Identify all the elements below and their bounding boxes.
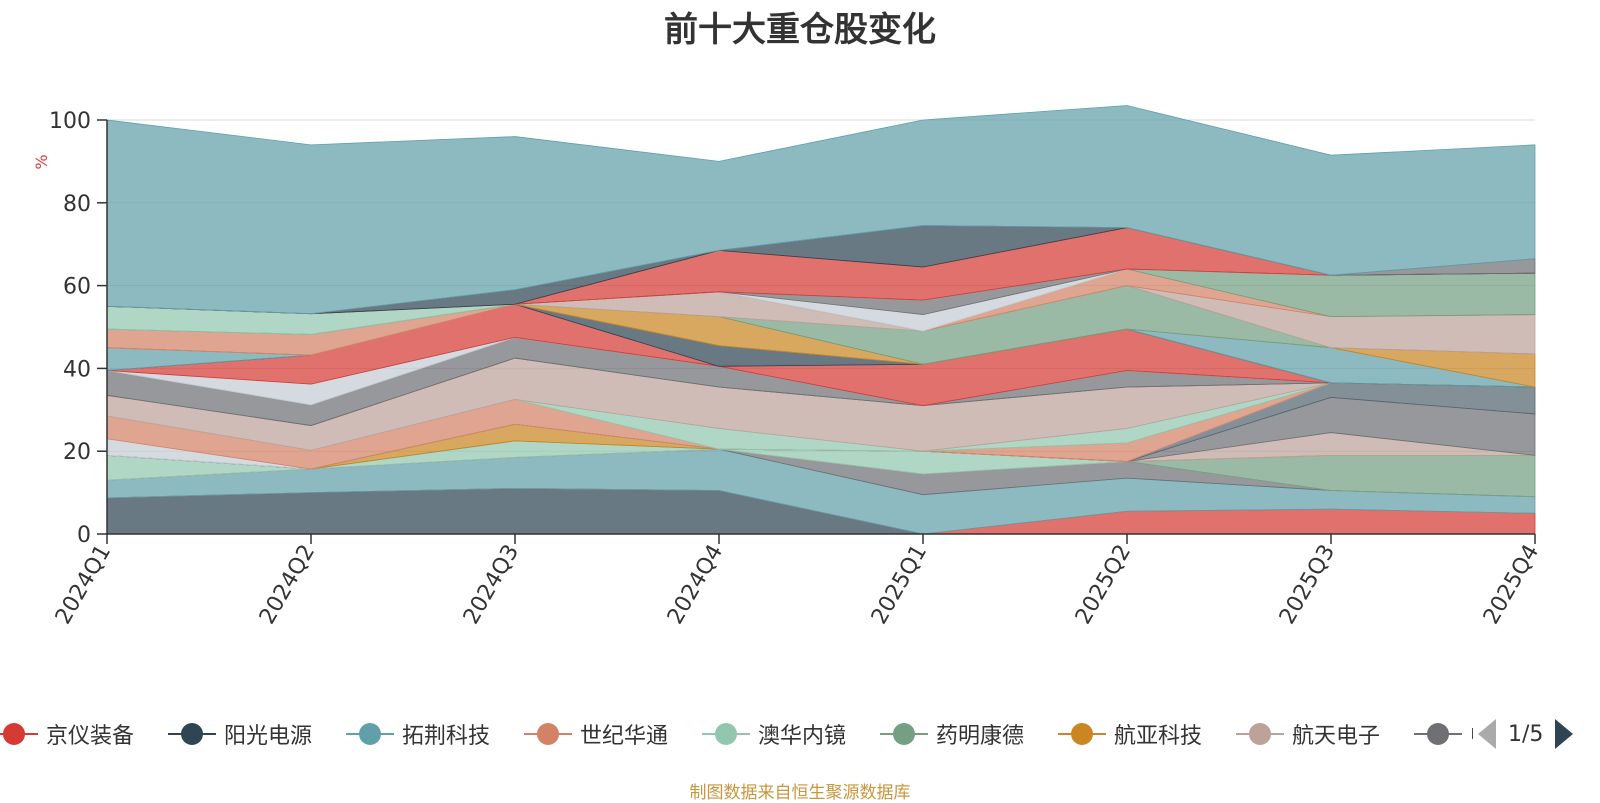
legend-marker-icon <box>880 722 928 746</box>
x-tick-label: 2024Q4 <box>663 541 728 629</box>
legend-next-page-icon[interactable] <box>1555 719 1574 749</box>
legend-marker-icon <box>1414 722 1462 746</box>
area-series-s33[interactable] <box>106 105 1536 315</box>
y-tick-label: 60 <box>63 275 91 300</box>
legend-label: 拓荆科技 <box>402 724 491 749</box>
legend-marker-icon <box>702 722 750 746</box>
y-tick-label: 0 <box>77 523 91 548</box>
legend-marker-icon <box>0 722 38 746</box>
x-tick-label: 2024Q3 <box>459 541 524 629</box>
x-tick-label: 2025Q4 <box>1479 541 1544 629</box>
y-tick-label: 100 <box>49 109 91 134</box>
legend-label: 阳光电源 <box>224 724 313 749</box>
legend-prev-page-icon[interactable] <box>1478 719 1496 749</box>
legend-label: 世纪华通 <box>580 724 669 749</box>
legend-marker-icon <box>524 722 572 746</box>
y-axis-ticks: 0 20 40 60 80 100 <box>49 109 107 548</box>
legend-pager: 1/5 <box>1478 716 1574 752</box>
legend: 京仪装备 阳光电源 拓荆科技 世纪华通 澳华内镜 药明康德 航亚科技 航天电子 中 1/5 <box>0 716 1600 752</box>
legend-label: 药明康德 <box>936 724 1025 749</box>
x-axis-ticks: 2024Q1 2024Q2 2024Q3 2024Q4 2025Q1 2025Q2 2025… <box>51 534 1544 629</box>
y-tick-label: 80 <box>63 192 91 217</box>
legend-label: 澳华内镜 <box>758 724 847 749</box>
legend-label: 中 <box>1470 718 1473 750</box>
legend-label: 航天电子 <box>1292 724 1381 749</box>
y-axis-unit: % <box>32 154 51 169</box>
chart-title: 前十大重仓股变化 <box>664 10 936 50</box>
legend-marker-icon <box>168 722 216 746</box>
legend-item[interactable]: 澳华内镜 <box>702 716 846 752</box>
y-tick-label: 40 <box>63 357 91 382</box>
legend-label: 京仪装备 <box>46 724 135 749</box>
legend-item[interactable]: 药明康德 <box>880 716 1024 752</box>
source-note: 制图数据来自恒生聚源数据库 <box>689 783 911 803</box>
legend-marker-icon <box>1058 722 1106 746</box>
y-tick-label: 20 <box>63 440 91 465</box>
legend-page-indicator: 1/5 <box>1508 721 1544 747</box>
legend-item[interactable]: 拓荆科技 <box>346 716 490 752</box>
axes <box>106 120 1535 535</box>
legend-item[interactable]: 中 <box>1414 716 1473 752</box>
x-tick-label: 2024Q1 <box>51 541 116 629</box>
x-tick-label: 2025Q3 <box>1275 541 1340 629</box>
legend-item[interactable]: 航亚科技 <box>1058 716 1202 752</box>
legend-item[interactable]: 京仪装备 <box>0 716 134 752</box>
legend-label: 航亚科技 <box>1114 724 1203 749</box>
stacked-areas <box>106 105 1536 535</box>
legend-marker-icon <box>346 722 394 746</box>
x-tick-label: 2025Q1 <box>867 541 932 629</box>
legend-item[interactable]: 航天电子 <box>1236 716 1380 752</box>
legend-marker-icon <box>1236 722 1284 746</box>
legend-items: 京仪装备 阳光电源 拓荆科技 世纪华通 澳华内镜 药明康德 航亚科技 航天电子 中 <box>0 716 1473 752</box>
x-tick-label: 2025Q2 <box>1071 541 1136 629</box>
x-tick-label: 2024Q2 <box>255 541 320 629</box>
legend-item[interactable]: 阳光电源 <box>168 716 312 752</box>
legend-item[interactable]: 世纪华通 <box>524 716 668 752</box>
